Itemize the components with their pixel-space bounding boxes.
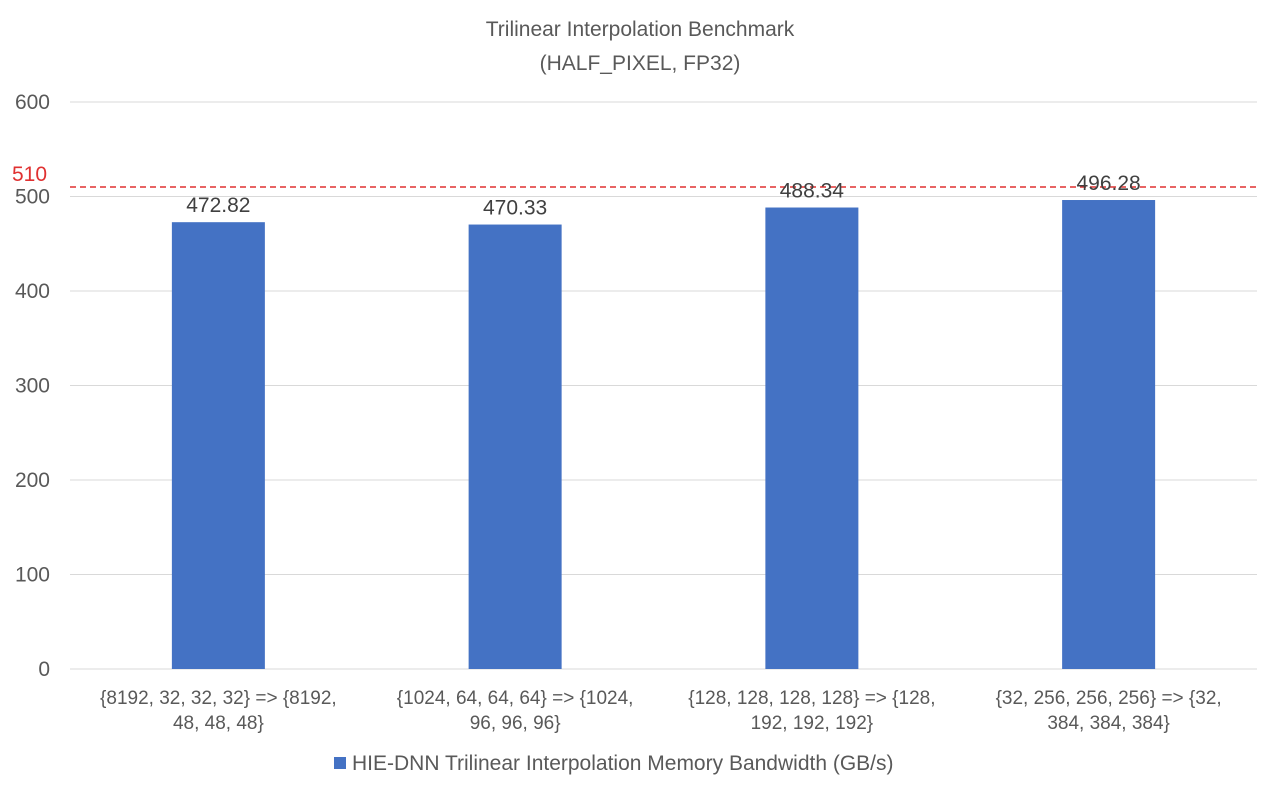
x-tick-label: {8192, 32, 32, 32} => {8192,: [100, 688, 337, 709]
data-label: 496.28: [1077, 172, 1141, 195]
chart-subtitle: (HALF_PIXEL, FP32): [540, 52, 741, 75]
x-axis: {8192, 32, 32, 32} => {8192, 48, 48, 48} {…: [100, 688, 1222, 734]
x-tick-label: 48, 48, 48}: [173, 713, 264, 734]
x-tick-label: 384, 384, 384}: [1047, 713, 1170, 734]
bar: [468, 224, 562, 669]
y-tick-label: 100: [15, 564, 50, 587]
reference-line-group: 510: [12, 163, 1257, 188]
bar: [1062, 200, 1156, 670]
gridlines: 0 100 200 300 400 500 600: [15, 91, 1257, 681]
data-label: 470.33: [483, 197, 547, 220]
x-tick-label: {1024, 64, 64, 64} => {1024,: [397, 688, 634, 709]
bar: [171, 222, 265, 669]
y-tick-label: 500: [15, 186, 50, 209]
data-label: 472.82: [186, 194, 250, 217]
y-tick-label: 400: [15, 280, 50, 303]
legend-swatch: [334, 757, 346, 769]
x-tick-label: {128, 128, 128, 128} => {128,: [688, 688, 935, 709]
legend: HIE-DNN Trilinear Interpolation Memory B…: [334, 752, 894, 775]
data-label: 488.34: [780, 180, 845, 203]
x-tick-label: 192, 192, 192}: [751, 713, 874, 734]
x-tick-label: 96, 96, 96}: [470, 713, 561, 734]
bars: [171, 200, 1156, 670]
y-tick-label: 0: [38, 658, 50, 681]
data-labels: 472.82 470.33 488.34 496.28: [186, 172, 1140, 220]
legend-label: HIE-DNN Trilinear Interpolation Memory B…: [352, 752, 894, 775]
y-tick-label: 600: [15, 91, 50, 114]
y-tick-label: 200: [15, 469, 50, 492]
chart-title: Trilinear Interpolation Benchmark: [486, 18, 795, 41]
reference-line-label: 510: [12, 163, 47, 186]
x-tick-label: {32, 256, 256, 256} => {32,: [996, 688, 1222, 709]
y-tick-label: 300: [15, 375, 50, 398]
bar: [765, 207, 859, 669]
